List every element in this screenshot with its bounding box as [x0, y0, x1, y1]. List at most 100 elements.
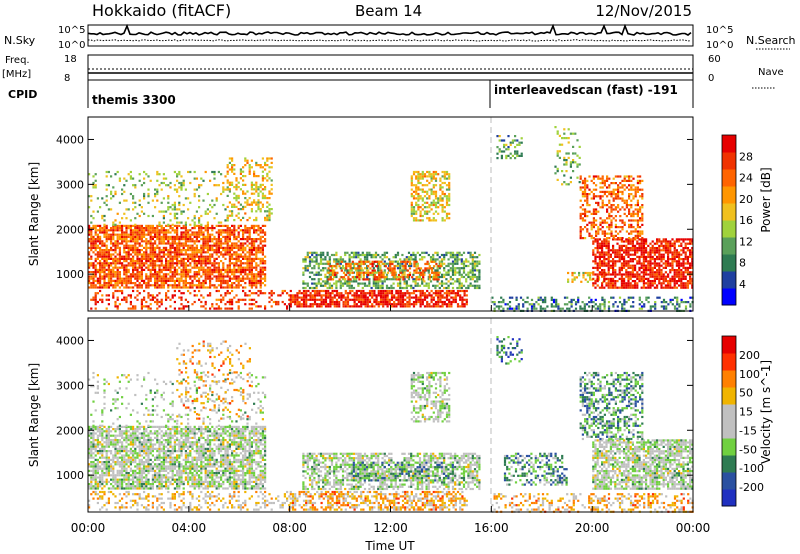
heatmap-cell	[372, 256, 375, 259]
heatmap-cell	[594, 307, 597, 310]
heatmap-cell	[92, 184, 95, 187]
heatmap-cell	[465, 303, 468, 306]
heatmap-cell	[202, 199, 205, 202]
heatmap-cell	[311, 289, 314, 293]
heatmap-cell	[255, 284, 258, 287]
heatmap-cell	[607, 266, 610, 269]
heatmap-cell	[324, 289, 328, 293]
heatmap-cell	[195, 251, 198, 254]
heatmap-cell	[651, 305, 655, 308]
heatmap-cell	[136, 277, 139, 280]
heatmap-cell	[443, 282, 446, 285]
heatmap-cell	[335, 298, 339, 301]
heatmap-cell	[410, 177, 413, 180]
heatmap-cell	[353, 267, 357, 270]
heatmap-cell	[136, 279, 139, 282]
heatmap-cell	[123, 282, 126, 285]
heatmap-cell	[440, 275, 444, 279]
heatmap-cell	[200, 300, 203, 304]
heatmap-cell	[94, 253, 97, 256]
heatmap-cell	[149, 257, 152, 260]
heatmap-cell	[107, 170, 110, 174]
heatmap-cell	[458, 258, 461, 261]
heatmap-cell	[147, 268, 150, 271]
heatmap-cell	[257, 205, 260, 208]
heatmap-cell	[386, 267, 390, 270]
heatmap-cell	[410, 292, 413, 295]
heatmap-cell	[306, 256, 309, 259]
heatmap-cell	[372, 282, 375, 285]
heatmap-cell	[94, 242, 97, 245]
heatmap-cell	[634, 280, 637, 283]
heatmap-cell	[140, 303, 143, 306]
heatmap-cell	[132, 235, 135, 238]
heatmap-cell	[404, 294, 407, 297]
heatmap-cell	[327, 292, 330, 295]
heatmap-cell	[410, 284, 413, 287]
heatmap-cell	[121, 192, 124, 196]
heatmap-cell	[268, 219, 271, 222]
heatmap-cell	[224, 253, 227, 256]
heatmap-cell	[359, 282, 362, 285]
heatmap-cell	[451, 262, 455, 265]
heatmap-cell	[627, 249, 630, 252]
heatmap-cell	[330, 253, 334, 257]
heatmap-cell	[584, 271, 587, 275]
heatmap-cell	[202, 244, 205, 247]
heatmap-cell	[248, 257, 251, 260]
heatmap-cell	[118, 233, 121, 236]
heatmap-cell	[434, 192, 438, 196]
heatmap-cell	[264, 279, 267, 282]
heatmap-cell	[640, 251, 643, 254]
heatmap-cell	[112, 279, 115, 282]
heatmap-cell	[171, 238, 174, 241]
heatmap-cell	[603, 258, 606, 261]
heatmap-cell	[416, 275, 419, 279]
heatmap-cell	[642, 244, 645, 247]
heatmap-cell	[235, 214, 238, 217]
heatmap-cell	[440, 264, 444, 268]
heatmap-cell	[248, 164, 251, 167]
heatmap-cell	[191, 246, 194, 249]
heatmap-cell	[112, 244, 115, 247]
heatmap-cell	[392, 260, 395, 263]
heatmap-cell	[215, 251, 218, 254]
heatmap-cell	[315, 271, 318, 274]
heatmap-cell	[191, 251, 194, 254]
heatmap-cell	[244, 273, 247, 276]
heatmap-cell	[193, 192, 196, 196]
heatmap-cell	[134, 233, 137, 236]
heatmap-cell	[105, 175, 108, 178]
heatmap-cell	[364, 296, 367, 299]
heatmap-cell	[206, 251, 209, 254]
heatmap-cell	[158, 260, 161, 263]
heatmap-cell	[335, 294, 339, 297]
heatmap-cell	[358, 276, 361, 279]
heatmap-cell	[328, 282, 331, 285]
heatmap-cell	[140, 266, 143, 269]
heatmap-cell	[198, 284, 201, 287]
heatmap-cell	[618, 253, 621, 256]
heatmap-cell	[645, 298, 648, 301]
heatmap-cell	[237, 197, 240, 200]
heatmap-cell	[147, 266, 150, 269]
heatmap-cell	[653, 249, 656, 252]
heatmap-cell	[268, 208, 271, 211]
heatmap-cell	[308, 251, 312, 254]
heatmap-cell	[191, 275, 194, 278]
heatmap-cell	[367, 269, 370, 272]
heatmap-cell	[623, 244, 626, 247]
heatmap-cell	[228, 292, 231, 295]
heatmap-cell	[347, 262, 350, 266]
heatmap-cell	[182, 210, 185, 213]
heatmap-cell	[614, 238, 617, 241]
heatmap-cell	[231, 242, 234, 245]
heatmap-cell	[127, 307, 130, 310]
heatmap-cell	[311, 282, 314, 285]
heatmap-cell	[193, 231, 196, 234]
heatmap-cell	[355, 253, 358, 257]
heatmap-cell	[215, 275, 218, 278]
heatmap-cell	[228, 157, 231, 160]
heatmap-cell	[337, 258, 340, 261]
heatmap-cell	[680, 301, 683, 304]
